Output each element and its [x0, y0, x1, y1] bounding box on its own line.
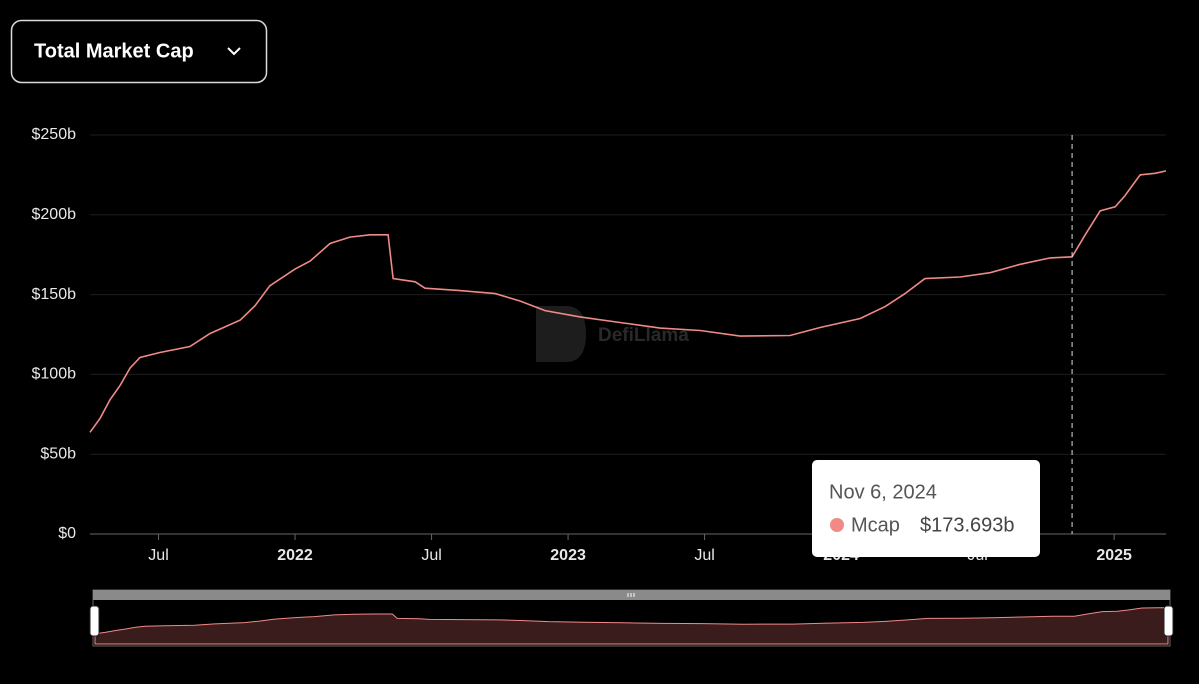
tooltip: Nov 6, 2024 Mcap $173.693b [812, 135, 1073, 557]
mini-area [94, 607, 1169, 645]
tooltip-date: Nov 6, 2024 [829, 481, 937, 503]
plot [89, 170, 1167, 433]
x-tick-label: 2023 [550, 547, 586, 564]
y-tick-label: $0 [58, 525, 76, 542]
dropdown-label[interactable]: Total Market Cap [34, 40, 194, 62]
brush-handle[interactable] [1163, 605, 1174, 637]
tooltip-box [812, 460, 1040, 557]
y-tick-label: $150b [32, 286, 77, 303]
y-tick-label: $100b [32, 366, 77, 383]
chevron[interactable] [227, 47, 241, 56]
watermark: DefiLlama [536, 306, 689, 362]
y-tick-label: $50b [40, 445, 76, 462]
tooltip-swatch [830, 518, 844, 532]
x-tick-label: 2022 [277, 547, 313, 564]
x-tick-label: Jul [148, 547, 168, 564]
brush-grip[interactable] [627, 593, 635, 597]
tooltip-value: $173.693b [920, 514, 1015, 536]
range-brush[interactable] [89, 589, 1174, 647]
tooltip-series: Mcap [851, 514, 900, 536]
y-tick-label: $250b [32, 126, 77, 143]
y-tick-label: $200b [32, 206, 77, 223]
watermark-text: DefiLlama [598, 325, 689, 346]
watermark-logo [536, 306, 586, 362]
x-tick-label: 2025 [1096, 547, 1132, 564]
x-tick-label: Jul [694, 547, 714, 564]
brush-handle[interactable] [89, 605, 100, 637]
line [89, 170, 1167, 433]
dropdown-box[interactable] [10, 19, 268, 84]
dropdown[interactable]: Total Market Cap [10, 19, 268, 84]
x-tick-label: Jul [421, 547, 441, 564]
